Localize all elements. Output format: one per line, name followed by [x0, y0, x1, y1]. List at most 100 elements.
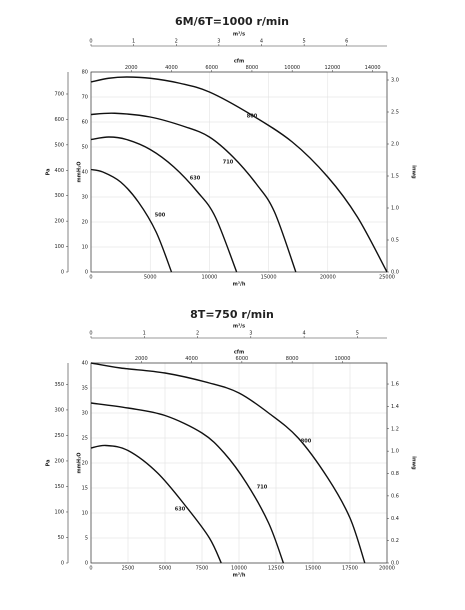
x-tick-label: 12500 [268, 566, 284, 572]
x-tick-label: 10000 [231, 566, 247, 572]
y2-tick-label: 0.4 [391, 516, 399, 522]
y3-tick-label: 700 [54, 91, 64, 97]
y2-tick-label: 1.5 [391, 174, 399, 180]
chart-title: 8T=750 r/min [190, 308, 274, 321]
fan-curve [90, 444, 222, 564]
x-tick-label: 2500 [122, 566, 135, 572]
y-tick-label: 10 [82, 245, 88, 251]
y-tick-label: 40 [82, 361, 88, 367]
x-tick-label: 25000 [379, 275, 395, 281]
y2-tick-label: 0.6 [391, 493, 399, 499]
axis-title: mmH₂O [77, 452, 83, 473]
y2-tick-label: 0.0 [391, 270, 399, 276]
axis-title: cfm [234, 59, 244, 65]
y3-tick-label: 600 [54, 117, 64, 123]
y3-tick-label: 150 [54, 484, 64, 490]
x-tick-label: 5000 [159, 566, 172, 572]
y3-tick-label: 50 [58, 535, 64, 541]
x2-tick-label: 5 [356, 331, 359, 337]
x-tick-label: 20000 [320, 275, 336, 281]
y3-tick-label: 200 [54, 219, 64, 225]
fan-curve [90, 136, 238, 273]
curve-label: 800 [301, 439, 312, 445]
y3-tick-label: 100 [54, 509, 64, 515]
y3-tick-label: 100 [54, 244, 64, 250]
x-tick-label: 15000 [261, 275, 277, 281]
chart-title: 6M/6T=1000 r/min [175, 15, 289, 28]
x3-tick-label: 6000 [205, 65, 218, 71]
y-tick-label: 30 [82, 411, 88, 417]
y2-tick-label: 1.2 [391, 426, 399, 432]
x2-tick-label: 2 [196, 331, 199, 337]
y-tick-label: 10 [82, 511, 88, 517]
y-tick-label: 20 [82, 461, 88, 467]
curve-label: 800 [247, 114, 258, 120]
y2-tick-label: 1.6 [391, 382, 399, 388]
axis-title: m³/s [233, 32, 245, 38]
curve-label: 630 [190, 176, 201, 182]
curve-label: 500 [155, 213, 166, 219]
axis-title: mmH₂O [77, 161, 83, 182]
x2-tick-label: 6 [345, 39, 348, 45]
y3-tick-label: 350 [54, 382, 64, 388]
y2-tick-label: 1.0 [391, 449, 399, 455]
x3-tick-label: 2000 [135, 356, 148, 362]
y2-tick-label: 1.0 [391, 206, 399, 212]
x3-tick-label: 10000 [284, 65, 300, 71]
x2-tick-label: 4 [260, 39, 263, 45]
x3-tick-label: 6000 [235, 356, 248, 362]
x3-tick-label: 12000 [324, 65, 340, 71]
x-tick-label: 0 [89, 566, 92, 572]
y-tick-label: 30 [82, 195, 88, 201]
x-tick-label: 15000 [305, 566, 321, 572]
fan-curve [90, 168, 173, 273]
x3-tick-label: 2000 [125, 65, 138, 71]
y-tick-label: 35 [82, 386, 88, 392]
x2-tick-label: 4 [303, 331, 306, 337]
y2-tick-label: 0.2 [391, 538, 399, 544]
y2-tick-label: 1.4 [391, 404, 399, 410]
fan-curve [90, 112, 297, 273]
y-tick-label: 25 [82, 436, 88, 442]
y-tick-label: 40 [82, 170, 88, 176]
y2-tick-label: 2.0 [391, 142, 399, 148]
curve-label: 710 [223, 160, 234, 166]
y-tick-label: 70 [82, 95, 88, 101]
x-tick-label: 10000 [201, 275, 217, 281]
y-tick-label: 15 [82, 486, 88, 492]
y-tick-label: 0 [85, 270, 88, 276]
fan-curve [90, 402, 285, 564]
y3-tick-label: 250 [54, 433, 64, 439]
y3-tick-label: 500 [54, 142, 64, 148]
fan-curve [90, 76, 388, 273]
y3-tick-label: 300 [54, 407, 64, 413]
x2-tick-label: 2 [175, 39, 178, 45]
x-tick-label: 20000 [379, 566, 395, 572]
x2-tick-label: 1 [132, 39, 135, 45]
axis-title: m³/s [233, 324, 245, 330]
axis-title: inwg [411, 456, 417, 470]
y-tick-label: 60 [82, 120, 88, 126]
axis-title: Pa [46, 169, 52, 176]
x2-tick-label: 0 [89, 39, 92, 45]
y-tick-label: 5 [85, 536, 88, 542]
fan-curve [90, 362, 366, 564]
plot-frame [90, 71, 388, 273]
y3-tick-label: 0 [61, 561, 64, 567]
x3-tick-label: 8000 [286, 356, 299, 362]
curve-label: 710 [257, 485, 268, 491]
x2-tick-label: 0 [89, 331, 92, 337]
x2-tick-label: 1 [143, 331, 146, 337]
axis-title: Pa [46, 460, 52, 467]
y3-tick-label: 300 [54, 193, 64, 199]
y-tick-label: 80 [82, 70, 88, 76]
x3-tick-label: 4000 [185, 356, 198, 362]
x2-tick-label: 3 [249, 331, 252, 337]
y2-tick-label: 0.5 [391, 238, 399, 244]
x3-tick-label: 14000 [365, 65, 381, 71]
x2-tick-label: 3 [217, 39, 220, 45]
axis-title: m³/h [233, 282, 246, 288]
y2-tick-label: 0.8 [391, 471, 399, 477]
x-tick-label: 17500 [342, 566, 358, 572]
